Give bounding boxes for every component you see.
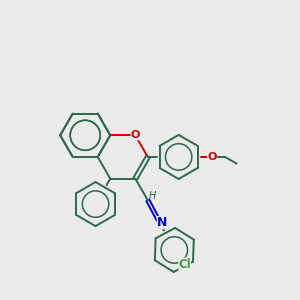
Text: O: O	[130, 130, 140, 140]
Text: H: H	[149, 191, 156, 201]
Text: N: N	[157, 216, 167, 229]
Text: Cl: Cl	[178, 258, 191, 271]
Text: O: O	[207, 152, 217, 162]
